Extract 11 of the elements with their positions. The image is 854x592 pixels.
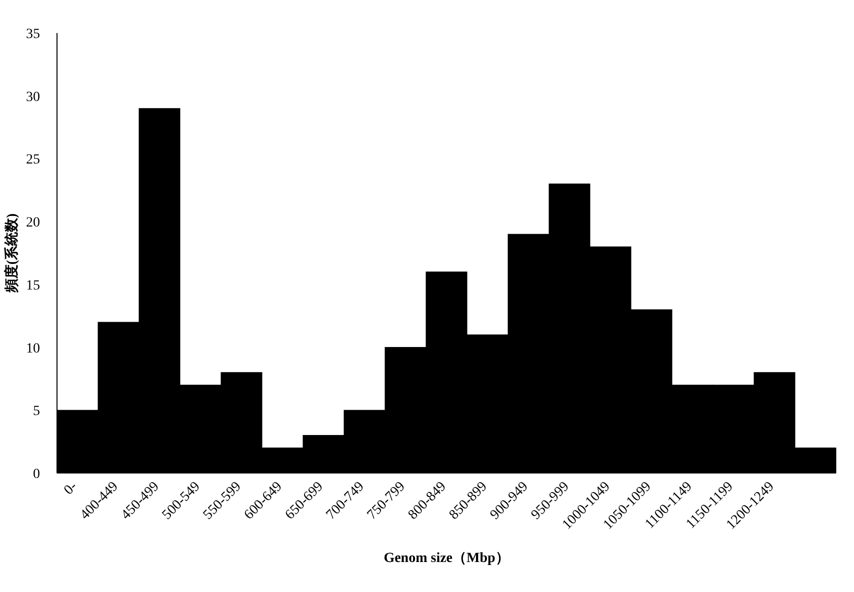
y-tick-label: 10 — [26, 341, 40, 356]
y-tick-label: 0 — [33, 467, 40, 482]
x-tick-label: 0- — [61, 478, 81, 498]
y-tick-label: 20 — [26, 216, 40, 231]
y-axis-title: 頻度(系統数) — [3, 213, 20, 294]
y-tick-label: 25 — [26, 152, 40, 168]
y-tick-label: 15 — [26, 278, 40, 294]
y-tick-label: 30 — [26, 90, 40, 105]
y-tick-label: 5 — [33, 404, 40, 420]
y-tick-label: 35 — [26, 27, 40, 42]
x-axis-title: Genom size（Mbp） — [384, 551, 510, 566]
